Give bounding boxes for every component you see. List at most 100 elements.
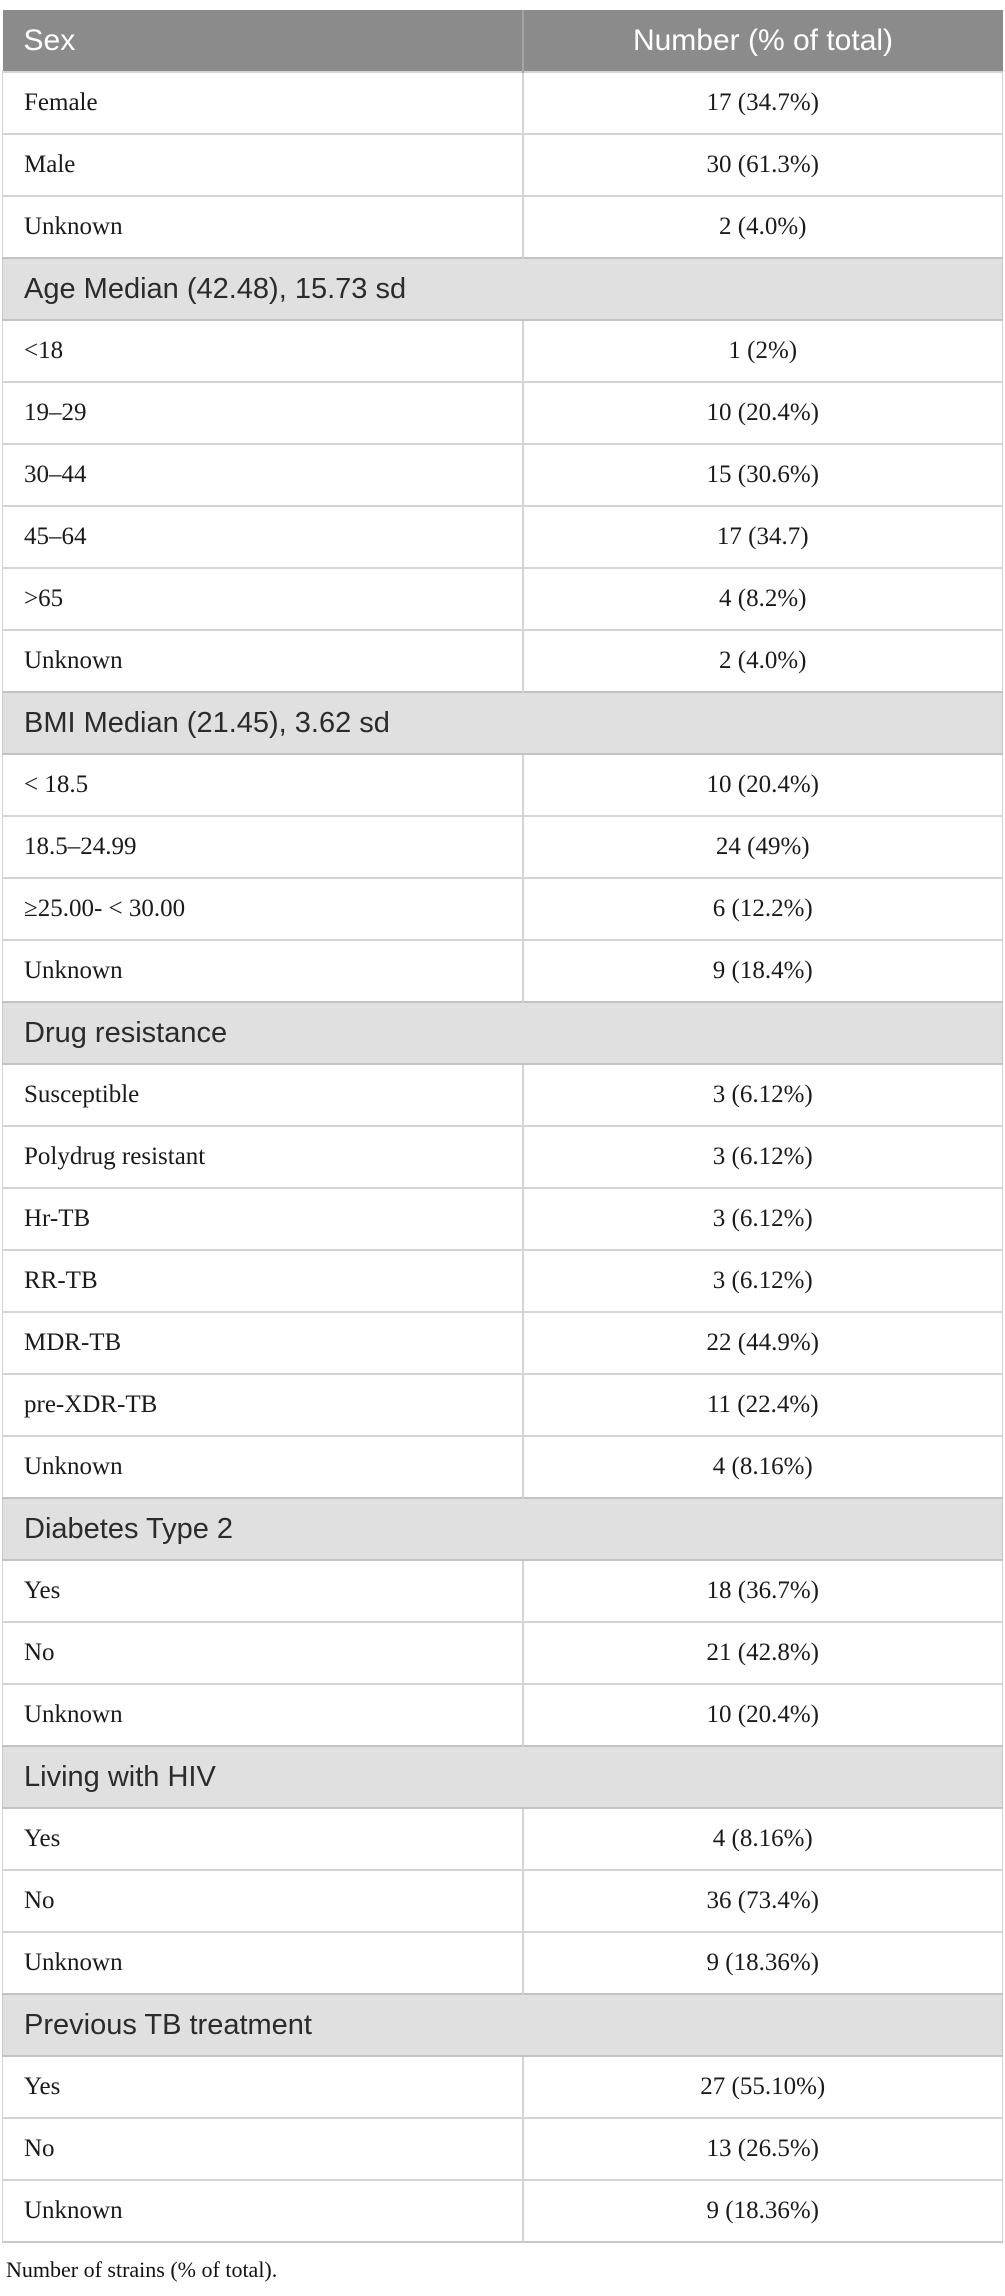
table-row: 45–64 17 (34.7) [2, 505, 1003, 568]
row-value: 4 (8.16%) [521, 1807, 1003, 1870]
table-row: Polydrug resistant 3 (6.12%) [2, 1125, 1003, 1188]
row-value: 17 (34.7%) [521, 71, 1003, 134]
table-row: Yes 4 (8.16%) [2, 1807, 1003, 1870]
table-row: Female 17 (34.7%) [2, 71, 1003, 134]
row-label: Unknown [2, 1931, 523, 1994]
row-value: 6 (12.2%) [521, 877, 1003, 940]
row-value: 27 (55.10%) [521, 2055, 1003, 2118]
row-label: Male [2, 133, 523, 196]
row-label: MDR-TB [2, 1311, 523, 1374]
table-header-row: Sex Number (% of total) [2, 10, 1003, 72]
row-value: 17 (34.7) [521, 505, 1003, 568]
demographics-table: Sex Number (% of total) Female 17 (34.7%)… [2, 10, 1003, 2243]
table-row: Susceptible 3 (6.12%) [2, 1063, 1003, 1126]
table-row: MDR-TB 22 (44.9%) [2, 1311, 1003, 1374]
row-label: 19–29 [2, 381, 523, 444]
section-header-label: Drug resistance [2, 1001, 1003, 1065]
table-row: <18 1 (2%) [2, 319, 1003, 382]
row-value: 15 (30.6%) [521, 443, 1003, 506]
row-label: >65 [2, 567, 523, 630]
table-row: ≥25.00- < 30.00 6 (12.2%) [2, 877, 1003, 940]
section-header-row: Age Median (42.48), 15.73 sd [2, 257, 1003, 321]
table-row: pre-XDR-TB 11 (22.4%) [2, 1373, 1003, 1436]
row-label: No [2, 1869, 523, 1932]
row-value: 24 (49%) [521, 815, 1003, 878]
row-label: 45–64 [2, 505, 523, 568]
row-label: Polydrug resistant [2, 1125, 523, 1188]
row-value: 1 (2%) [521, 319, 1003, 382]
table-row: Unknown 9 (18.36%) [2, 1931, 1003, 1994]
row-label: 30–44 [2, 443, 523, 506]
section-header-row: Previous TB treatment [2, 1993, 1003, 2057]
row-label: Susceptible [2, 1063, 523, 1126]
table-row: Yes 18 (36.7%) [2, 1559, 1003, 1622]
row-value: 10 (20.4%) [521, 753, 1003, 816]
row-value: 22 (44.9%) [521, 1311, 1003, 1374]
row-label: pre-XDR-TB [2, 1373, 523, 1436]
table-body: Female 17 (34.7%) Male 30 (61.3%) Unknown 2 (… [2, 71, 1003, 2243]
row-label: Female [2, 71, 523, 134]
section-header-row: Drug resistance [2, 1001, 1003, 1065]
table-row: Male 30 (61.3%) [2, 133, 1003, 196]
row-value: 36 (73.4%) [521, 1869, 1003, 1932]
table-row: Unknown 4 (8.16%) [2, 1435, 1003, 1498]
row-value: 2 (4.0%) [521, 195, 1003, 258]
row-value: 3 (6.12%) [521, 1249, 1003, 1312]
table-row: Unknown 2 (4.0%) [2, 195, 1003, 258]
row-value: 9 (18.36%) [521, 2179, 1003, 2243]
row-value: 3 (6.12%) [521, 1187, 1003, 1250]
row-value: 2 (4.0%) [521, 629, 1003, 692]
table-row: No 13 (26.5%) [2, 2117, 1003, 2180]
row-label: Unknown [2, 1683, 523, 1746]
table-row: 30–44 15 (30.6%) [2, 443, 1003, 506]
column-header-number: Number (% of total) [521, 10, 1003, 72]
row-label: Yes [2, 2055, 523, 2118]
row-label: < 18.5 [2, 753, 523, 816]
table-row: < 18.5 10 (20.4%) [2, 753, 1003, 816]
row-label: RR-TB [2, 1249, 523, 1312]
row-value: 3 (6.12%) [521, 1063, 1003, 1126]
section-header-label: BMI Median (21.45), 3.62 sd [2, 691, 1003, 755]
section-header-row: BMI Median (21.45), 3.62 sd [2, 691, 1003, 755]
table-row: 19–29 10 (20.4%) [2, 381, 1003, 444]
section-header-row: Living with HIV [2, 1745, 1003, 1809]
row-value: 4 (8.16%) [521, 1435, 1003, 1498]
section-header-row: Diabetes Type 2 [2, 1497, 1003, 1561]
table-row: Unknown 10 (20.4%) [2, 1683, 1003, 1746]
row-label: Hr-TB [2, 1187, 523, 1250]
section-header-label: Previous TB treatment [2, 1993, 1003, 2057]
row-label: Yes [2, 1559, 523, 1622]
row-label: 18.5–24.99 [2, 815, 523, 878]
row-label: Yes [2, 1807, 523, 1870]
table-row: 18.5–24.99 24 (49%) [2, 815, 1003, 878]
table-row: Unknown 9 (18.36%) [2, 2179, 1003, 2243]
row-value: 13 (26.5%) [521, 2117, 1003, 2180]
row-value: 10 (20.4%) [521, 381, 1003, 444]
table-row: RR-TB 3 (6.12%) [2, 1249, 1003, 1312]
row-value: 30 (61.3%) [521, 133, 1003, 196]
section-header-label: Diabetes Type 2 [2, 1497, 1003, 1561]
table-row: Yes 27 (55.10%) [2, 2055, 1003, 2118]
row-value: 9 (18.4%) [521, 939, 1003, 1002]
row-label: No [2, 1621, 523, 1684]
row-value: 18 (36.7%) [521, 1559, 1003, 1622]
row-label: Unknown [2, 939, 523, 1002]
table-row: No 36 (73.4%) [2, 1869, 1003, 1932]
table-row: Unknown 2 (4.0%) [2, 629, 1003, 692]
column-header-sex: Sex [2, 10, 523, 72]
section-header-label: Age Median (42.48), 15.73 sd [2, 257, 1003, 321]
row-value: 21 (42.8%) [521, 1621, 1003, 1684]
row-value: 11 (22.4%) [521, 1373, 1003, 1436]
row-label: Unknown [2, 1435, 523, 1498]
row-label: <18 [2, 319, 523, 382]
section-header-label: Living with HIV [2, 1745, 1003, 1809]
row-value: 10 (20.4%) [521, 1683, 1003, 1746]
table-header: Sex Number (% of total) [2, 10, 1003, 72]
table-row: Hr-TB 3 (6.12%) [2, 1187, 1003, 1250]
row-value: 4 (8.2%) [521, 567, 1003, 630]
row-value: 9 (18.36%) [521, 1931, 1003, 1994]
table-footnote: Number of strains (% of total). [6, 2257, 278, 2282]
row-label: Unknown [2, 195, 523, 258]
table-row: Unknown 9 (18.4%) [2, 939, 1003, 1002]
row-label: Unknown [2, 2179, 523, 2243]
